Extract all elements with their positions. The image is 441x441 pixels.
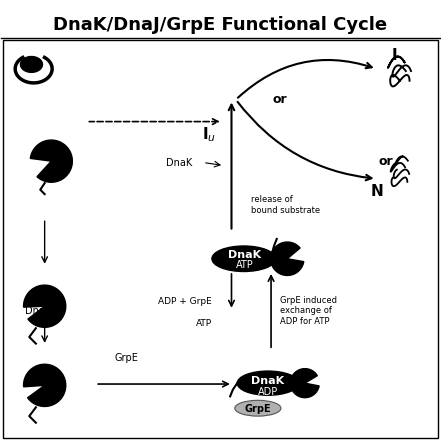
Text: DnaK: DnaK <box>166 158 192 168</box>
Text: DnaK: DnaK <box>228 250 261 260</box>
Text: I$_u$: I$_u$ <box>202 125 217 144</box>
Text: release of
bound substrate: release of bound substrate <box>251 195 321 215</box>
Text: ADP + GrpE: ADP + GrpE <box>158 297 212 306</box>
Text: N: N <box>370 184 383 199</box>
Text: or: or <box>273 93 287 106</box>
Text: ATP: ATP <box>195 319 212 328</box>
Text: GrpE induced
exchange of
ADP for ATP: GrpE induced exchange of ADP for ATP <box>280 296 337 325</box>
Text: GrpE: GrpE <box>245 404 271 414</box>
Polygon shape <box>271 242 304 276</box>
Polygon shape <box>20 56 42 72</box>
Text: GrpE: GrpE <box>114 353 138 363</box>
Ellipse shape <box>235 400 281 416</box>
Polygon shape <box>23 364 66 407</box>
Polygon shape <box>23 285 66 327</box>
Text: I: I <box>391 48 397 63</box>
Polygon shape <box>290 369 319 398</box>
Text: DnaK/DnaJ/GrpE Functional Cycle: DnaK/DnaJ/GrpE Functional Cycle <box>53 16 388 34</box>
Text: or: or <box>378 155 392 168</box>
Text: DnaJ: DnaJ <box>25 306 48 316</box>
Ellipse shape <box>212 246 276 272</box>
Ellipse shape <box>237 371 299 395</box>
Text: ATP: ATP <box>236 260 254 270</box>
Text: ADP: ADP <box>258 386 278 396</box>
Polygon shape <box>30 140 72 182</box>
Text: DnaK: DnaK <box>251 376 284 386</box>
